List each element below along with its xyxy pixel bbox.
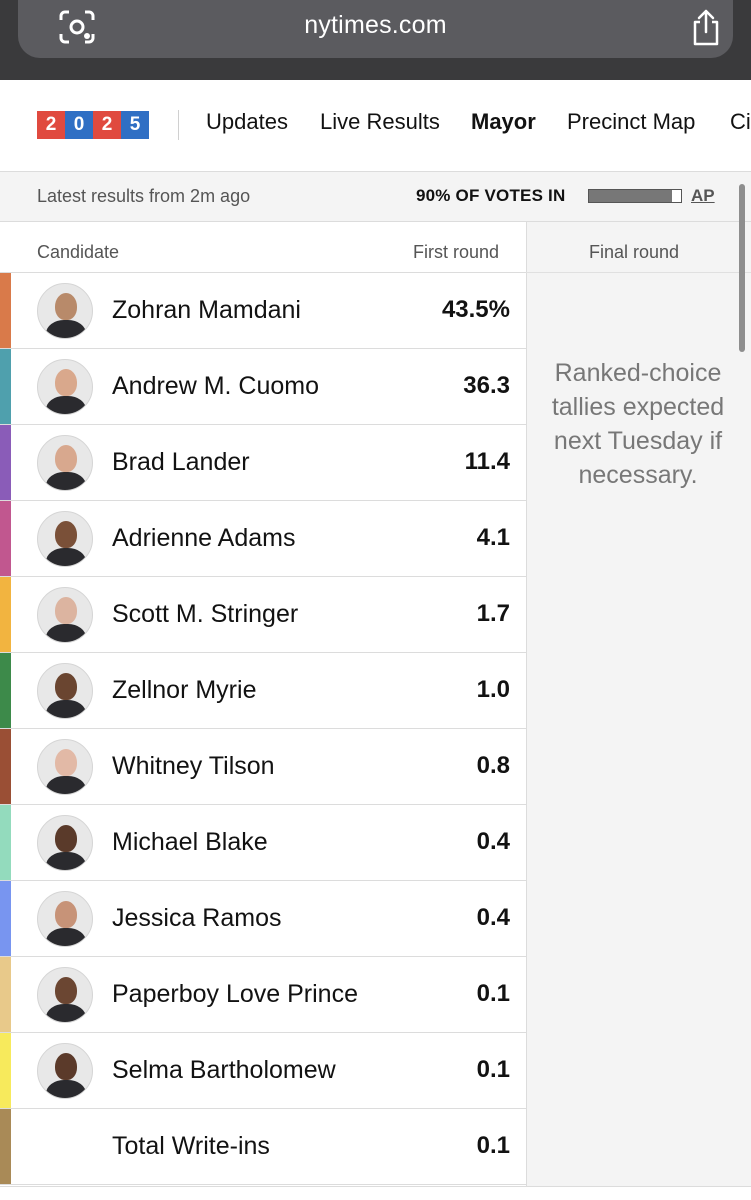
logo-digit: 0 <box>65 111 93 139</box>
candidate-color-bar <box>0 805 11 880</box>
nav-link-updates[interactable]: Updates <box>206 109 288 134</box>
candidate-color-bar <box>0 653 11 728</box>
address-bar[interactable]: nytimes.com <box>18 0 733 58</box>
candidate-column-header: Candidate <box>37 242 120 262</box>
candidate-avatar <box>37 1043 93 1099</box>
first-round-percentage: 0.1 <box>476 1132 510 1159</box>
table-row: Jessica Ramos 0.4 <box>0 881 526 957</box>
candidate-name: Paperboy Love Prince <box>112 980 358 1008</box>
candidate-avatar <box>37 739 93 795</box>
first-round-percentage: 36.3 <box>463 372 510 399</box>
candidate-avatar <box>37 359 93 415</box>
share-icon[interactable] <box>688 8 724 48</box>
table-row: Zellnor Myrie 1.0 <box>0 653 526 729</box>
table-row: Zohran Mamdani 43.5% <box>0 273 526 349</box>
candidate-color-bar <box>0 957 11 1032</box>
final-round-column-header: Final round <box>589 242 680 262</box>
first-round-percentage: 4.1 <box>476 524 510 551</box>
first-round-column-header: First round <box>413 242 500 262</box>
final-round-column <box>526 222 751 1187</box>
votes-in-label: 90% OF VOTES IN <box>416 186 566 205</box>
first-round-percentage: 1.0 <box>476 676 510 703</box>
table-row: Brad Lander 11.4 <box>0 425 526 501</box>
candidate-name: Scott M. Stringer <box>112 600 299 628</box>
first-round-percentage: 0.1 <box>476 1056 510 1083</box>
nav-link-precinct-map[interactable]: Precinct Map <box>567 109 696 134</box>
candidate-avatar <box>37 891 93 947</box>
nav-link-live-results[interactable]: Live Results <box>320 109 440 134</box>
table-row: Scott M. Stringer 1.7 <box>0 577 526 653</box>
final-round-note: Ranked-choice tallies expected next Tues… <box>551 359 725 489</box>
table-row: Selma Bartholomew 0.1 <box>0 1033 526 1109</box>
first-round-percentage: 43.5% <box>441 296 510 323</box>
nav-link-mayor[interactable]: Mayor <box>471 109 536 134</box>
votes-progress-fill <box>589 190 672 202</box>
logo-digit: 5 <box>121 111 149 139</box>
candidate-name: Total Write-ins <box>112 1132 270 1160</box>
candidate-color-bar <box>0 1109 11 1184</box>
table-row: Whitney Tilson 0.8 <box>0 729 526 805</box>
candidate-avatar <box>37 967 93 1023</box>
nav-link-ci[interactable]: Ci <box>730 109 751 134</box>
first-round-percentage: 0.4 <box>476 904 510 931</box>
candidate-avatar <box>37 815 93 871</box>
candidate-name: Brad Lander <box>112 448 250 476</box>
table-bottom-divider <box>0 1186 751 1187</box>
candidate-color-bar <box>0 577 11 652</box>
candidate-name: Adrienne Adams <box>112 524 296 552</box>
table-row: Michael Blake 0.4 <box>0 805 526 881</box>
candidate-color-bar <box>0 501 11 576</box>
candidate-avatar <box>37 435 93 491</box>
first-round-percentage: 0.8 <box>476 752 510 779</box>
nav-divider <box>178 110 179 140</box>
logo-digit: 2 <box>93 111 121 139</box>
table-row: Total Write-ins 0.1 <box>0 1109 526 1185</box>
candidate-avatar <box>37 663 93 719</box>
results-table: Zohran Mamdani 43.5% Andrew M. Cuomo 36.3 Br… <box>0 273 526 1185</box>
votes-progress-bar <box>588 189 682 203</box>
scrollbar[interactable] <box>739 184 745 352</box>
candidate-name: Selma Bartholomew <box>112 1056 336 1084</box>
candidate-color-bar <box>0 1033 11 1108</box>
first-round-percentage: 0.4 <box>476 828 510 855</box>
candidate-color-bar <box>0 881 11 956</box>
candidate-color-bar <box>0 425 11 500</box>
final-header-divider <box>526 272 751 273</box>
candidate-color-bar <box>0 273 11 348</box>
browser-toolbar: nytimes.com <box>0 0 751 80</box>
candidate-avatar <box>37 283 93 339</box>
first-round-percentage: 1.7 <box>476 600 510 627</box>
lens-icon[interactable] <box>58 10 96 44</box>
candidate-name: Zellnor Myrie <box>112 676 257 704</box>
candidate-avatar <box>37 587 93 643</box>
logo-digit: 2 <box>37 111 65 139</box>
candidate-name: Zohran Mamdani <box>112 296 301 324</box>
first-round-percentage: 0.1 <box>476 980 510 1007</box>
table-row: Adrienne Adams 4.1 <box>0 501 526 577</box>
table-row: Paperboy Love Prince 0.1 <box>0 957 526 1033</box>
url-text: nytimes.com <box>304 11 447 39</box>
latest-results-timestamp: Latest results from 2m ago <box>37 186 251 206</box>
first-round-percentage: 11.4 <box>464 448 510 475</box>
candidate-name: Andrew M. Cuomo <box>112 372 320 400</box>
candidate-color-bar <box>0 729 11 804</box>
candidate-name: Jessica Ramos <box>112 904 282 932</box>
candidate-name: Michael Blake <box>112 828 268 856</box>
ap-source-link[interactable]: AP <box>691 186 715 205</box>
candidate-avatar <box>37 511 93 567</box>
table-row: Andrew M. Cuomo 36.3 <box>0 349 526 425</box>
candidate-color-bar <box>0 349 11 424</box>
header-divider <box>0 272 526 273</box>
candidate-name: Whitney Tilson <box>112 752 275 780</box>
